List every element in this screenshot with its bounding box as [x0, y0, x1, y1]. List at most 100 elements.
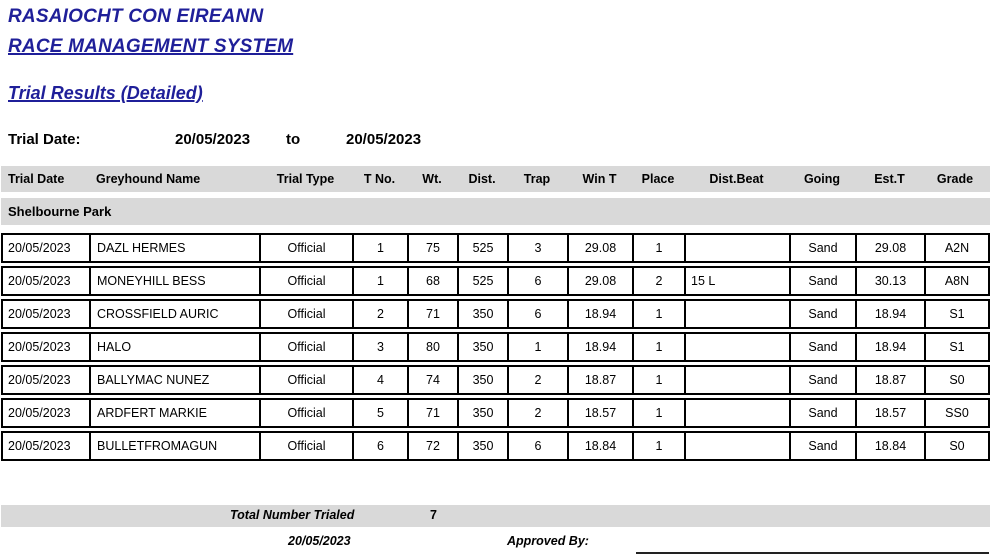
cell-trial-date: 20/05/2023	[3, 367, 91, 393]
trial-date-to: 20/05/2023	[346, 131, 422, 148]
cell-t-no: 4	[354, 367, 409, 393]
cell-grade: S0	[949, 439, 965, 453]
table-row: 20/05/2023 BULLETFROMAGUN Official 6 72 …	[1, 431, 990, 461]
cell-place: 1	[634, 367, 686, 393]
cell-grade: S1	[949, 307, 965, 321]
approved-by-label: Approved By:	[507, 534, 589, 548]
cell-greyhound-name: BALLYMAC NUNEZ	[91, 367, 261, 393]
cell-greyhound-name: CROSSFIELD AURIC	[91, 301, 261, 327]
total-trialed-label: Total Number Trialed	[230, 508, 355, 522]
cell-going: Sand	[791, 301, 857, 327]
cell-trap: 1	[509, 334, 569, 360]
track-section-row: Shelbourne Park	[1, 198, 990, 225]
cell-t-no: 3	[354, 334, 409, 360]
cell-greyhound-name: HALO	[91, 334, 261, 360]
table-row: 20/05/2023 ARDFERT MARKIE Official 5 71 …	[1, 398, 990, 428]
total-band	[1, 505, 990, 527]
cell-win-t: 29.08	[569, 268, 634, 294]
cell-place: 1	[634, 400, 686, 426]
cell-grade: SS0	[945, 406, 969, 420]
cell-going: Sand	[791, 367, 857, 393]
cell-t-no: 1	[354, 268, 409, 294]
cell-t-no: 1	[354, 235, 409, 261]
cell-est-t: 30.13	[857, 268, 926, 294]
column-header-trial-date: Trial Date	[8, 172, 65, 186]
cell-dist-beat	[686, 235, 791, 261]
cell-t-no: 2	[354, 301, 409, 327]
cell-est-t: 18.94	[857, 334, 926, 360]
cell-win-t: 18.84	[569, 433, 634, 459]
cell-wt: 75	[409, 235, 459, 261]
cell-trial-date: 20/05/2023	[3, 301, 91, 327]
cell-greyhound-name: DAZL HERMES	[91, 235, 261, 261]
cell-grade: S1	[949, 340, 965, 354]
cell-dist-beat	[686, 301, 791, 327]
cell-dist-beat	[686, 334, 791, 360]
cell-trap: 6	[509, 301, 569, 327]
cell-going: Sand	[791, 433, 857, 459]
cell-greyhound-name: MONEYHILL BESS	[91, 268, 261, 294]
cell-going: Sand	[791, 268, 857, 294]
cell-trap: 3	[509, 235, 569, 261]
cell-wt: 71	[409, 301, 459, 327]
cell-win-t: 18.94	[569, 334, 634, 360]
report-date: 20/05/2023	[288, 534, 351, 548]
cell-going: Sand	[791, 400, 857, 426]
cell-trial-date: 20/05/2023	[3, 235, 91, 261]
cell-dist-beat	[686, 367, 791, 393]
cell-est-t: 18.94	[857, 301, 926, 327]
column-header-est-t: Est.T	[874, 172, 905, 186]
cell-wt: 72	[409, 433, 459, 459]
cell-greyhound-name: ARDFERT MARKIE	[91, 400, 261, 426]
table-row: 20/05/2023 BALLYMAC NUNEZ Official 4 74 …	[1, 365, 990, 395]
cell-dist: 350	[459, 400, 509, 426]
column-header-dist-beat: Dist.Beat	[709, 172, 764, 186]
cell-win-t: 29.08	[569, 235, 634, 261]
cell-trial-type: Official	[261, 334, 354, 360]
cell-wt: 68	[409, 268, 459, 294]
column-header-dist: Dist.	[468, 172, 496, 186]
table-row: 20/05/2023 HALO Official 3 80 350 1 18.9…	[1, 332, 990, 362]
cell-dist-beat	[686, 433, 791, 459]
cell-trial-date: 20/05/2023	[3, 433, 91, 459]
column-header-grade: Grade	[936, 172, 974, 186]
cell-dist: 525	[459, 235, 509, 261]
trial-date-label: Trial Date:	[8, 131, 81, 148]
cell-est-t: 18.57	[857, 400, 926, 426]
approved-by-signature-line	[636, 552, 989, 554]
track-section-label: Shelbourne Park	[8, 204, 112, 219]
column-header-trap: Trap	[523, 172, 551, 186]
cell-trial-type: Official	[261, 301, 354, 327]
cell-trial-type: Official	[261, 268, 354, 294]
cell-trial-type: Official	[261, 235, 354, 261]
cell-est-t: 29.08	[857, 235, 926, 261]
table-row: 20/05/2023 CROSSFIELD AURIC Official 2 7…	[1, 299, 990, 329]
cell-place: 1	[634, 301, 686, 327]
cell-grade: A8N	[944, 274, 970, 288]
cell-dist: 350	[459, 367, 509, 393]
column-header-wt: Wt.	[422, 172, 442, 186]
cell-win-t: 18.94	[569, 301, 634, 327]
cell-going: Sand	[791, 334, 857, 360]
column-header-win-t: Win T	[582, 172, 617, 186]
column-header-greyhound-name: Greyhound Name	[96, 172, 201, 186]
cell-trial-type: Official	[261, 400, 354, 426]
cell-grade: S0	[949, 373, 965, 387]
cell-trap: 2	[509, 400, 569, 426]
cell-greyhound-name: BULLETFROMAGUN	[91, 433, 261, 459]
cell-going: Sand	[791, 235, 857, 261]
cell-t-no: 5	[354, 400, 409, 426]
column-header-place: Place	[641, 172, 675, 186]
trial-date-to-label: to	[286, 131, 301, 148]
cell-win-t: 18.57	[569, 400, 634, 426]
cell-dist-beat	[686, 400, 791, 426]
cell-trial-type: Official	[261, 367, 354, 393]
cell-place: 2	[634, 268, 686, 294]
cell-est-t: 18.87	[857, 367, 926, 393]
cell-dist: 525	[459, 268, 509, 294]
cell-trial-type: Official	[261, 433, 354, 459]
cell-trap: 6	[509, 268, 569, 294]
cell-est-t: 18.84	[857, 433, 926, 459]
column-header-trial-type: Trial Type	[276, 172, 335, 186]
